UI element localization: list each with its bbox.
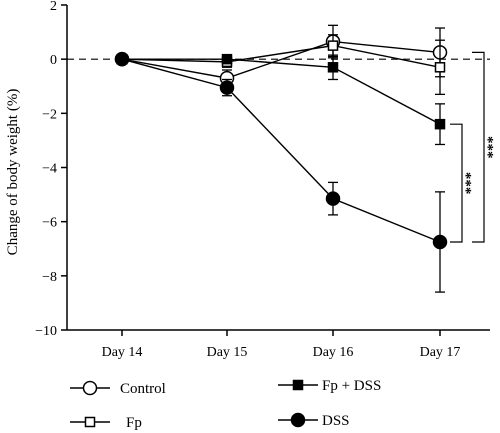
y-tick-label: 0	[50, 53, 57, 68]
x-tick-label: Day 16	[313, 345, 354, 360]
y-tick-label: −10	[35, 324, 57, 339]
series-line	[121, 40, 441, 79]
y-axis-title: Change of body weight (%)	[5, 89, 21, 256]
legend-item-fp-dss: Fp + DSS	[278, 378, 381, 394]
series-control	[114, 24, 448, 87]
series-layer	[114, 24, 448, 293]
series-line	[122, 58, 441, 125]
series-dss	[114, 51, 448, 293]
bracket-line	[450, 123, 463, 243]
legend-label: Control	[120, 381, 166, 397]
bracket-line	[472, 51, 485, 243]
legend: Control Fp Fp + DSS DSS	[70, 378, 381, 431]
legend-marker	[84, 416, 96, 428]
data-point	[327, 62, 339, 73]
series-line	[121, 58, 441, 243]
significance-bracket: ***	[472, 51, 500, 243]
data-point	[327, 40, 339, 51]
legend-marker	[82, 380, 98, 396]
significance-bracket: ***	[450, 123, 479, 243]
significance-label: ***	[485, 136, 500, 159]
series-fp-dss	[116, 53, 446, 146]
legend-label: Fp	[126, 415, 142, 431]
series-fp	[116, 34, 446, 96]
legend-item-dss: DSS	[278, 412, 350, 429]
legend-label: DSS	[322, 413, 350, 429]
series-line	[121, 44, 441, 68]
data-point	[434, 118, 446, 130]
data-point	[114, 51, 130, 67]
significance-annotations: *** ***	[450, 51, 500, 243]
legend-label: Fp + DSS	[322, 378, 381, 394]
x-tick-label: Day 17	[420, 345, 461, 360]
significance-label: ***	[463, 172, 479, 195]
data-point	[432, 234, 448, 250]
axes: 2 0 −2 −4 −6 −8 −10 Day 14 Day 15 Day 16 Day 17	[35, 0, 490, 360]
data-point	[221, 53, 233, 65]
data-point	[434, 62, 446, 73]
legend-marker	[292, 379, 304, 391]
data-point	[325, 191, 341, 206]
legend-item-control: Control	[70, 380, 166, 397]
x-tick-label: Day 14	[102, 345, 143, 360]
data-point	[219, 80, 235, 95]
x-tick-label: Day 15	[207, 345, 248, 360]
y-tick-label: −2	[42, 107, 57, 122]
legend-item-fp: Fp	[70, 415, 142, 431]
y-tick-label: −6	[42, 216, 57, 231]
y-tick-label: −4	[42, 162, 57, 177]
y-tick-label: 2	[50, 0, 57, 14]
legend-marker	[290, 412, 306, 428]
y-tick-label: −8	[42, 270, 57, 285]
